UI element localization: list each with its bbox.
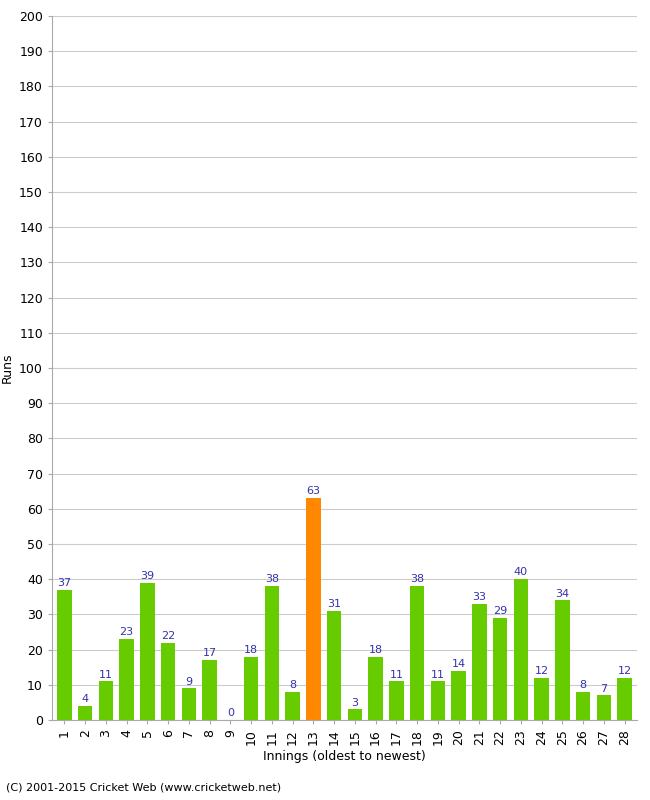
Bar [389, 682, 404, 720]
Text: 39: 39 [140, 571, 155, 581]
Text: 18: 18 [369, 645, 383, 655]
Text: 29: 29 [493, 606, 507, 616]
Text: 8: 8 [580, 680, 587, 690]
Bar [140, 582, 155, 720]
Text: 23: 23 [120, 627, 134, 638]
Bar [348, 710, 362, 720]
Bar [244, 657, 259, 720]
Text: 34: 34 [555, 589, 569, 598]
Text: 8: 8 [289, 680, 296, 690]
Text: 11: 11 [431, 670, 445, 679]
Text: 11: 11 [389, 670, 404, 679]
Bar [576, 692, 590, 720]
Text: 40: 40 [514, 567, 528, 578]
Text: 9: 9 [185, 677, 192, 686]
Bar [618, 678, 632, 720]
Text: 14: 14 [452, 659, 465, 669]
Text: 4: 4 [82, 694, 89, 704]
Text: 18: 18 [244, 645, 258, 655]
Bar [181, 688, 196, 720]
Bar [327, 611, 341, 720]
Bar [202, 660, 217, 720]
Bar [555, 600, 569, 720]
Text: 33: 33 [473, 592, 486, 602]
Text: (C) 2001-2015 Cricket Web (www.cricketweb.net): (C) 2001-2015 Cricket Web (www.cricketwe… [6, 782, 281, 792]
Text: 0: 0 [227, 708, 234, 718]
Bar [57, 590, 72, 720]
Text: 7: 7 [600, 683, 607, 694]
Text: 17: 17 [203, 648, 216, 658]
Bar [472, 604, 487, 720]
Bar [99, 682, 113, 720]
Text: 11: 11 [99, 670, 113, 679]
Bar [161, 642, 176, 720]
Text: 38: 38 [410, 574, 424, 585]
Bar [285, 692, 300, 720]
Bar [534, 678, 549, 720]
Text: 63: 63 [306, 486, 320, 497]
Bar [369, 657, 383, 720]
Text: 38: 38 [265, 574, 279, 585]
Bar [410, 586, 424, 720]
Bar [514, 579, 528, 720]
Bar [597, 695, 611, 720]
Text: 37: 37 [57, 578, 72, 588]
Text: 31: 31 [327, 599, 341, 609]
Text: 22: 22 [161, 630, 176, 641]
Bar [451, 670, 466, 720]
Y-axis label: Runs: Runs [1, 353, 14, 383]
Bar [430, 682, 445, 720]
X-axis label: Innings (oldest to newest): Innings (oldest to newest) [263, 750, 426, 763]
Bar [306, 498, 320, 720]
Text: 3: 3 [352, 698, 358, 708]
Text: 12: 12 [618, 666, 632, 676]
Bar [265, 586, 279, 720]
Bar [493, 618, 508, 720]
Bar [120, 639, 134, 720]
Bar [78, 706, 92, 720]
Text: 12: 12 [534, 666, 549, 676]
